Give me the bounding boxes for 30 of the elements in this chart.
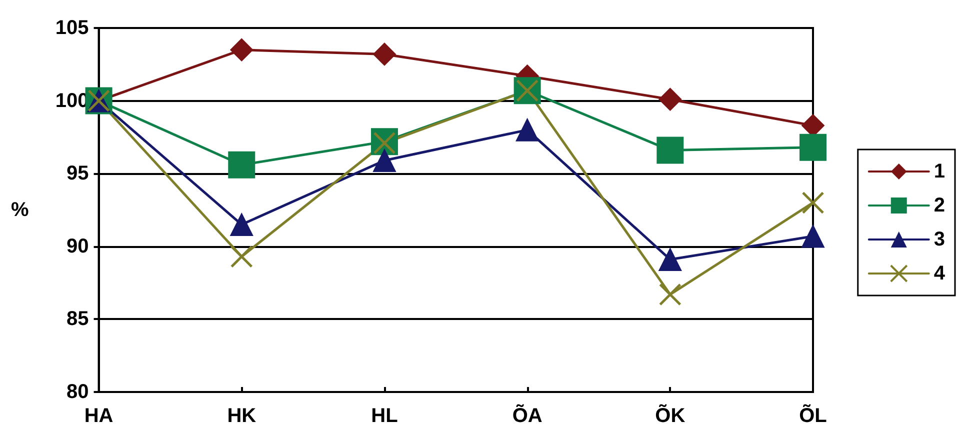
point [802, 191, 824, 214]
point [516, 118, 539, 142]
legend-label: 2 [934, 194, 945, 216]
point [228, 151, 256, 178]
legend-label: 1 [934, 160, 945, 182]
point [658, 248, 682, 272]
y-axis-title: % [10, 199, 29, 221]
point [230, 213, 254, 236]
x-tick-label: HA [84, 405, 114, 427]
y-tick-label: 85 [66, 308, 89, 330]
y-tick-label: 80 [66, 381, 89, 403]
point [230, 38, 254, 62]
point [800, 134, 826, 161]
point [658, 283, 682, 306]
x-tick-label: ÕL [799, 404, 827, 427]
point [802, 224, 824, 248]
point [372, 148, 396, 172]
y-tick-label: 105 [55, 17, 89, 39]
point [658, 88, 682, 111]
x-tick-label: HK [227, 405, 257, 427]
y-tick-label: 95 [66, 162, 89, 185]
x-tick-label: HL [371, 405, 398, 427]
point [372, 42, 396, 66]
y-tick-label: 90 [66, 235, 89, 258]
point [230, 245, 253, 268]
legend-label: 4 [934, 262, 946, 284]
x-tick-label: ÕA [512, 404, 542, 427]
point [656, 136, 684, 164]
x-tick-label: ÕK [655, 404, 686, 427]
legend-label: 3 [934, 228, 945, 250]
